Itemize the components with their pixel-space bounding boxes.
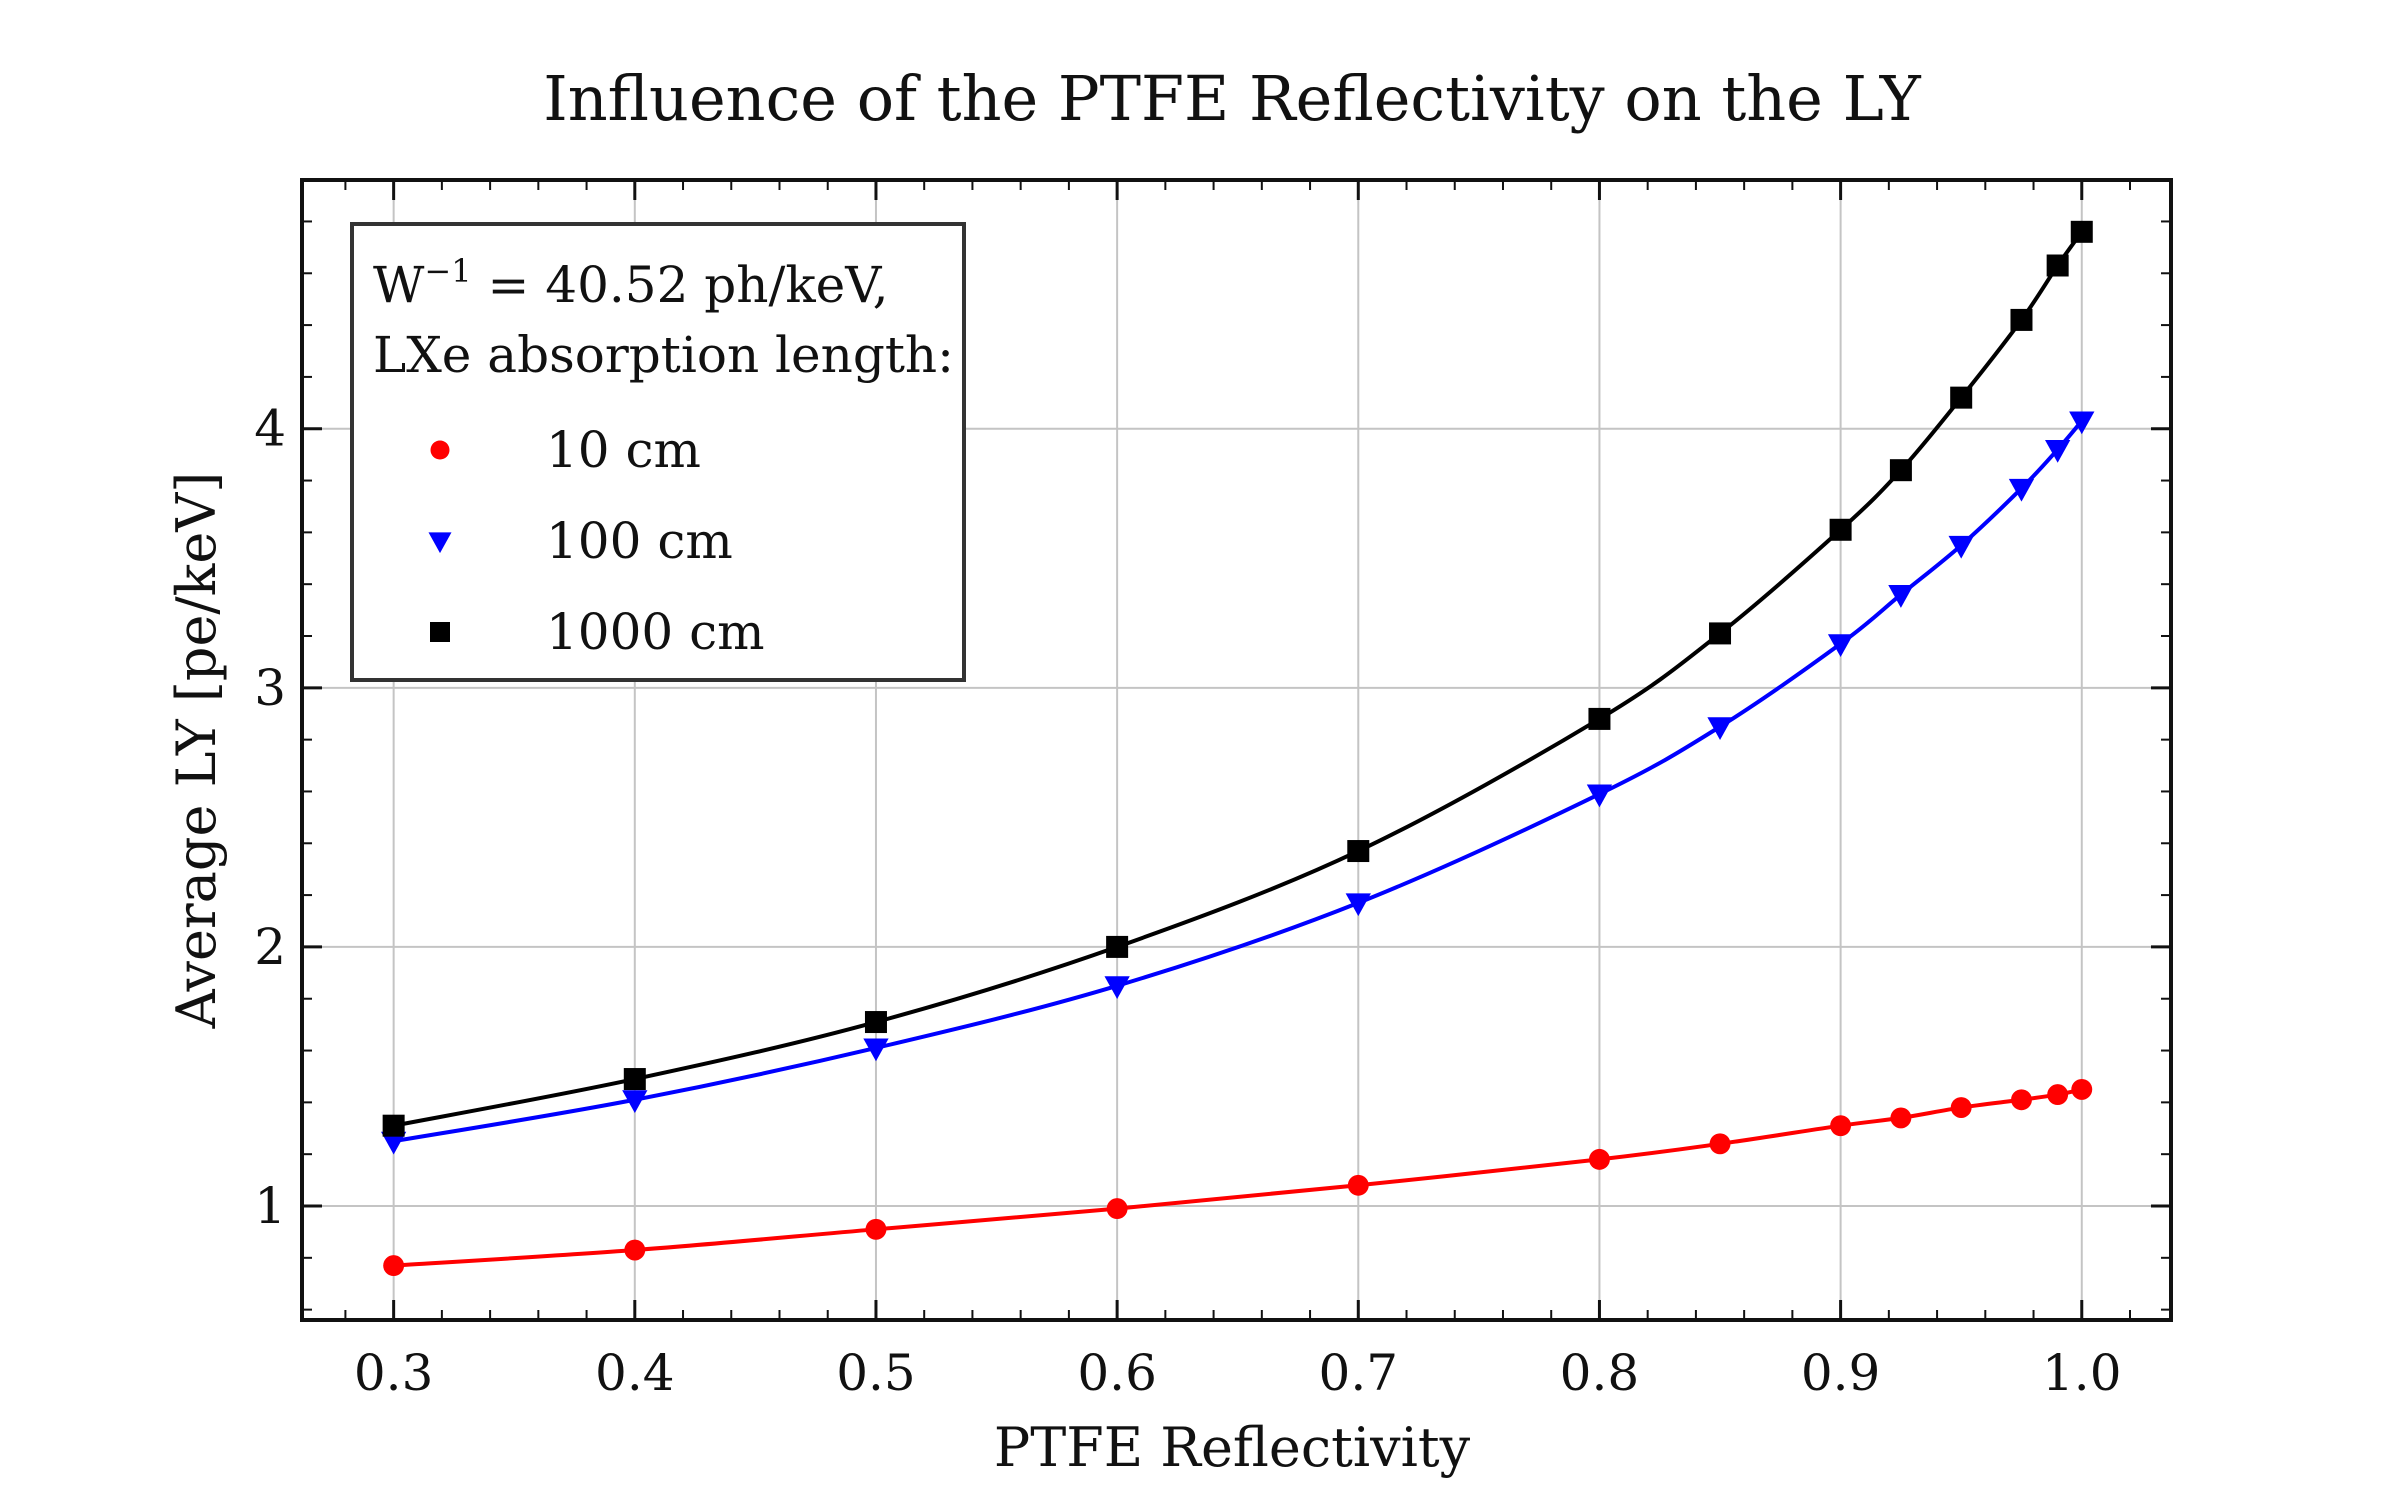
x-tick-label: 0.4 [595, 1344, 675, 1402]
data-point-10-cm [383, 1255, 405, 1277]
data-point-10-cm [1709, 1133, 1731, 1155]
data-point-100-cm [380, 1131, 407, 1155]
x-tick-label: 0.8 [1560, 1344, 1640, 1402]
y-tick-label: 2 [254, 918, 286, 976]
data-point-1000-cm [1347, 840, 1370, 863]
x-tick-label: 1.0 [2042, 1344, 2122, 1402]
x-tick-label: 0.5 [836, 1344, 916, 1402]
chart-title: Influence of the PTFE Reflectivity on th… [543, 62, 1922, 135]
data-point-10-cm [1830, 1115, 1852, 1137]
data-point-10-cm [1588, 1148, 1610, 1170]
data-point-10-cm [2071, 1078, 2093, 1100]
series-line-100-cm [393, 419, 2084, 1144]
data-point-100-cm [1586, 784, 1613, 808]
x-tick-label: 0.9 [1801, 1344, 1881, 1402]
data-point-1000-cm [2010, 308, 2033, 331]
data-point-1000-cm [1588, 707, 1611, 730]
data-point-1000-cm [1950, 386, 1973, 409]
data-point-1000-cm [864, 1011, 887, 1034]
data-point-1000-cm [1889, 459, 1912, 482]
data-point-100-cm [1707, 717, 1733, 740]
y-axis-label: Average LY [pe/keV] [165, 472, 228, 1030]
data-point-10-cm [624, 1239, 646, 1261]
data-point-10-cm [1347, 1174, 1369, 1196]
data-point-100-cm [1104, 976, 1130, 1000]
x-tick-labels: 0.3 0.4 0.5 0.6 0.7 0.8 0.9 1.0 [354, 1344, 2122, 1402]
data-point-1000-cm [623, 1068, 646, 1091]
x-tick-label: 0.3 [354, 1344, 434, 1402]
data-point-1000-cm [1709, 622, 1732, 645]
x-tick-label: 0.7 [1319, 1344, 1399, 1402]
y-tick-label: 1 [254, 1177, 286, 1235]
data-point-100-cm [1948, 535, 1974, 559]
data-point-10-cm [1106, 1198, 1128, 1220]
data-point-1000-cm [2046, 254, 2069, 277]
data-point-10-cm [1950, 1097, 1972, 1118]
series-line-1000-cm [393, 230, 2084, 1128]
data-point-1000-cm [1829, 518, 1852, 541]
x-tick-label: 0.6 [1077, 1344, 1157, 1402]
data-point-100-cm [2008, 478, 2035, 502]
data-point-1000-cm [382, 1114, 405, 1137]
legend-label-1000-cm: 1000 cm [546, 603, 765, 661]
y-tick-labels: 1 2 3 4 [254, 400, 286, 1235]
legend: W−1 = 40.52 ph/keV, LXe absorption lengt… [350, 222, 966, 682]
legend-label-100-cm: 100 cm [546, 512, 733, 570]
data-point-100-cm [2069, 411, 2095, 435]
data-point-1000-cm [1106, 935, 1129, 958]
data-point-10-cm [1890, 1107, 1912, 1129]
legend-label-10-cm: 10 cm [546, 421, 701, 479]
data-point-100-cm [622, 1090, 648, 1114]
major-ticks [302, 180, 2171, 1320]
legend-marker-10-cm [430, 440, 450, 460]
legend-title-value: = 40.52 ph/keV, [472, 256, 889, 314]
plot-frame [300, 178, 2173, 1322]
data-point-100-cm [1888, 585, 1914, 608]
series-markers [380, 220, 2095, 1277]
legend-marker-100-cm [428, 532, 452, 554]
legend-title-line-2: LXe absorption length: [373, 326, 954, 384]
data-point-100-cm [863, 1038, 889, 1062]
data-point-100-cm [2045, 439, 2071, 463]
y-tick-label: 3 [254, 659, 286, 717]
legend-marker-1000-cm [430, 622, 450, 642]
x-axis-label: PTFE Reflectivity [994, 1416, 1471, 1479]
legend-title-exponent: −1 [424, 252, 471, 290]
legend-box [350, 222, 966, 682]
y-tick-label: 4 [254, 400, 286, 458]
legend-title-w: W [373, 256, 425, 314]
data-point-10-cm [865, 1218, 887, 1240]
data-point-10-cm [2011, 1089, 2032, 1111]
data-point-10-cm [2047, 1084, 2069, 1106]
data-point-100-cm [1827, 634, 1854, 658]
data-point-100-cm [1345, 893, 1371, 917]
data-point-1000-cm [2070, 220, 2093, 243]
legend-entries: 10 cm 100 cm 1000 cm [428, 421, 765, 661]
legend-title-line-1: W−1 = 40.52 ph/keV, [373, 252, 889, 314]
